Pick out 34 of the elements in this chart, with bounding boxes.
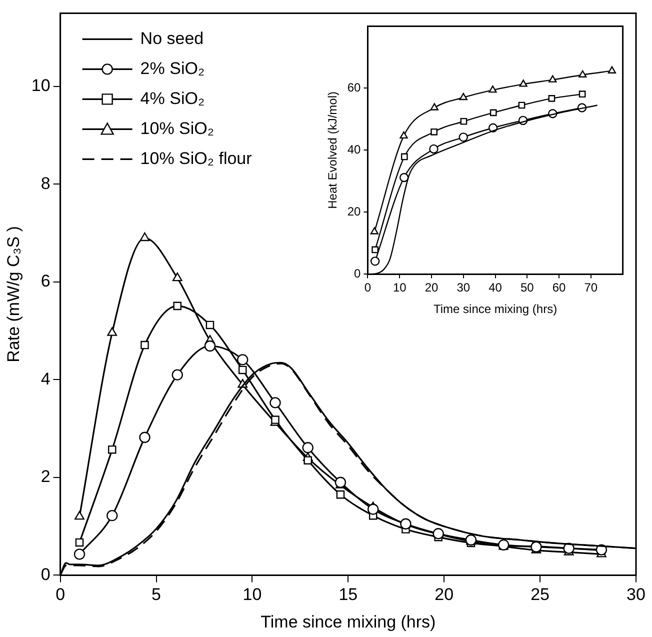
x-tick-label: 10 bbox=[242, 585, 262, 604]
x-tick-label: 0 bbox=[56, 585, 66, 604]
legend-label: 10% SiO₂ flour bbox=[140, 148, 252, 168]
y-tick-label: 8 bbox=[40, 174, 50, 193]
x-tick-label: 25 bbox=[530, 585, 550, 604]
x-tick-label: 30 bbox=[456, 280, 470, 295]
y-tick-label: 40 bbox=[347, 142, 362, 157]
x-tick-label: 30 bbox=[626, 585, 646, 604]
legend-label: No seed bbox=[140, 28, 204, 48]
x-tick-label: 40 bbox=[488, 280, 502, 295]
x-tick-label: 70 bbox=[584, 280, 598, 295]
legend-label: 10% SiO₂ bbox=[140, 118, 214, 138]
y-tick-label: 10 bbox=[31, 76, 50, 96]
x-tick-label: 20 bbox=[424, 280, 439, 295]
x-tick-label: 20 bbox=[434, 585, 454, 604]
y-axis-title: Heat Evolved (kJ/mol) bbox=[326, 92, 340, 209]
y-tick-label: 6 bbox=[40, 272, 50, 291]
x-axis-title: Time since mixing (hrs) bbox=[260, 612, 436, 632]
legend-label: 4% SiO₂ bbox=[140, 88, 205, 108]
x-tick-label: 0 bbox=[364, 280, 372, 295]
y-tick-label: 4 bbox=[40, 369, 50, 388]
y-tick-label: 2 bbox=[40, 467, 50, 486]
x-tick-label: 5 bbox=[152, 585, 161, 604]
y-tick-label: 0 bbox=[354, 266, 362, 281]
y-tick-label: 60 bbox=[347, 80, 362, 95]
y-axis-title: Rate (mW/g C₃S ) bbox=[4, 226, 23, 362]
x-axis-title: Time since mixing (hrs) bbox=[433, 302, 558, 316]
y-tick-label: 20 bbox=[347, 204, 362, 219]
legend-label: 2% SiO₂ bbox=[140, 58, 205, 78]
x-tick-label: 15 bbox=[338, 585, 358, 604]
x-tick-label: 10 bbox=[392, 280, 407, 295]
y-tick-label: 0 bbox=[40, 564, 50, 584]
x-tick-label: 50 bbox=[520, 280, 534, 295]
x-tick-label: 60 bbox=[552, 280, 566, 295]
